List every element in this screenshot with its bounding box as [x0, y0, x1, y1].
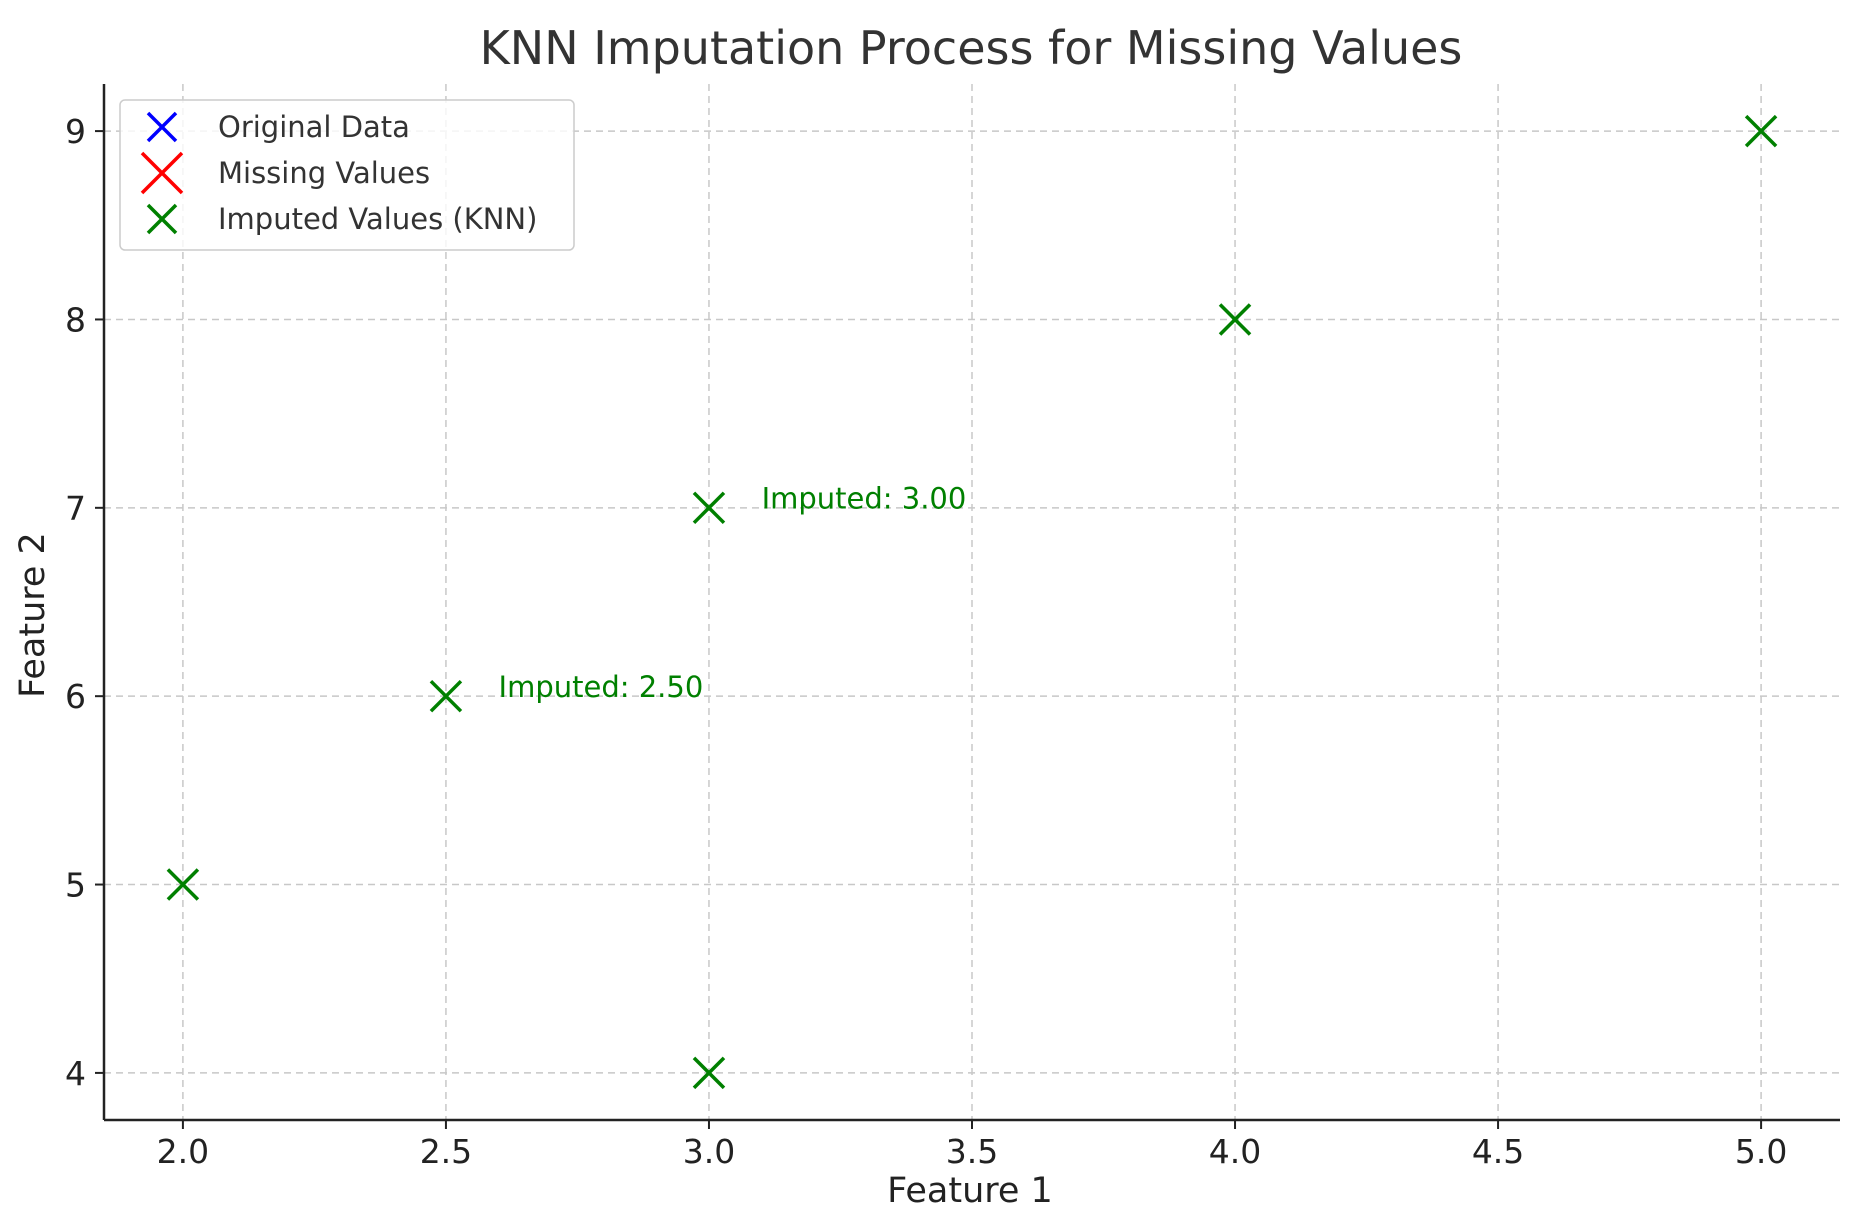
- chart-title: KNN Imputation Process for Missing Value…: [480, 21, 1463, 75]
- data-point: [1744, 114, 1778, 148]
- annotation-label: Imputed: 2.50: [499, 670, 704, 704]
- legend-marker: [146, 203, 178, 235]
- legend-label: Original Data: [218, 110, 410, 144]
- legend-marker: [146, 111, 178, 143]
- x-tick-label: 2.5: [420, 1132, 472, 1171]
- data-points: [166, 114, 1778, 1090]
- data-point: [166, 868, 200, 901]
- data-point: [429, 679, 463, 713]
- legend: Original Data Missing Values Imputed Value…: [119, 99, 575, 251]
- y-axis-label: Feature 2: [13, 532, 53, 698]
- data-point: [1218, 303, 1252, 336]
- y-tick-label: 7: [65, 489, 86, 528]
- data-point: [692, 491, 726, 525]
- x-tick-label: 3.0: [683, 1132, 735, 1171]
- x-tick-label: 4.5: [1472, 1132, 1524, 1171]
- y-tick-label: 6: [65, 677, 86, 716]
- y-tick-label: 9: [65, 112, 86, 151]
- x-tick-label: 2.0: [157, 1132, 209, 1171]
- x-tick-label: 3.5: [946, 1132, 998, 1171]
- annotations: Imputed: 2.50 Imputed: 3.00: [499, 481, 967, 703]
- legend-label: Imputed Values (KNN): [218, 202, 537, 236]
- data-point: [692, 1056, 726, 1090]
- x-axis-label: Feature 1: [887, 1171, 1053, 1211]
- annotation-label: Imputed: 3.00: [762, 481, 967, 515]
- legend-box: [119, 99, 575, 251]
- x-tick-label: 5.0: [1735, 1132, 1787, 1171]
- x-tick-label: 4.0: [1209, 1132, 1261, 1171]
- y-tick-label: 5: [65, 866, 86, 905]
- legend-label: Missing Values: [218, 156, 430, 190]
- y-tick-label: 8: [65, 300, 86, 339]
- y-tick-label: 4: [65, 1054, 86, 1093]
- axis-ticks: 2.0 2.5 3.0 3.5 4.0 4.5 5.0 4 5 6 7 8 9: [65, 112, 1787, 1171]
- legend-marker: [140, 151, 184, 195]
